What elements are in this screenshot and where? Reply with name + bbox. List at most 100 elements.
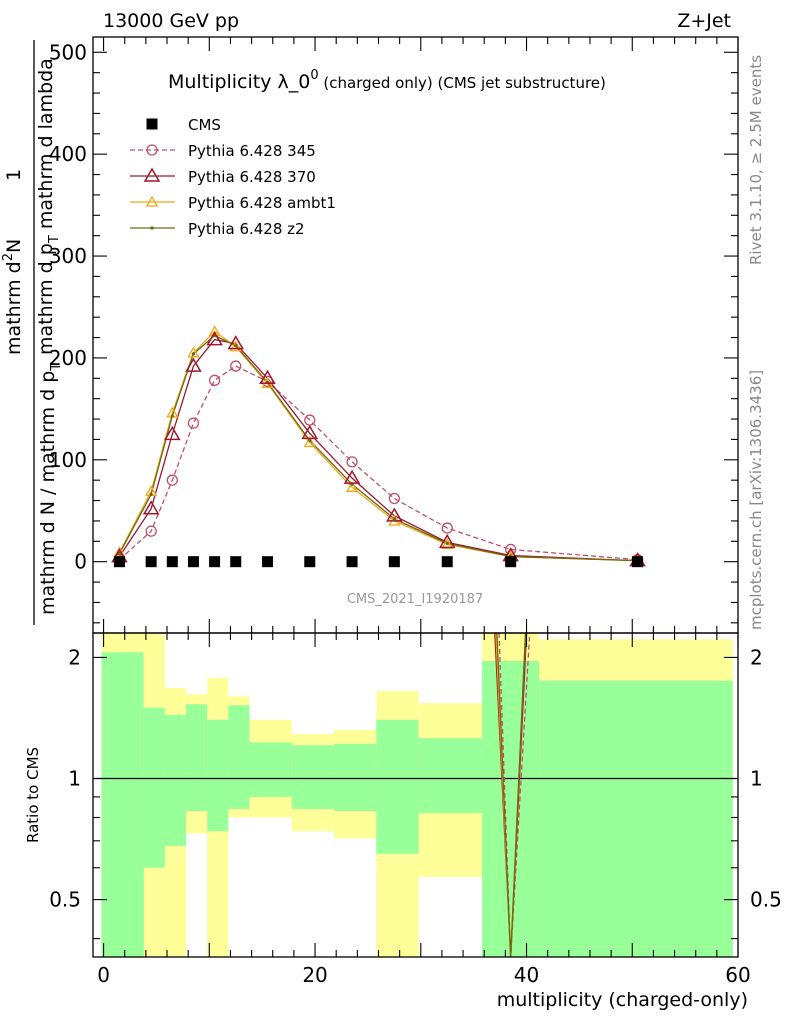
data-point-cms [166,556,178,568]
data-point-p345 [230,360,242,372]
data-point-z2 [149,492,153,497]
data-point-cms [304,556,316,568]
ratio-band-inner-low [334,778,377,812]
data-point-cms [388,556,400,568]
ratio-band-inner-low [228,778,250,809]
data-point-p370 [163,425,181,441]
data-point-p345 [505,543,517,556]
series-line-z2 [118,334,638,562]
data-point-p345 [166,474,178,486]
data-point-p345 [208,374,221,386]
ratio-band-inner-full [101,778,144,957]
legend-label-p345: Pythia 6.428 345 [188,142,316,160]
ratio-band-gap [228,817,250,957]
ratio-bands [101,633,733,957]
ratio-band-gap [418,876,483,957]
ratio-band-outer-low [228,808,250,818]
header-left: 13000 GeV pp [103,10,239,32]
ratio-band-inner-full [482,778,540,957]
ratio-band-gap [291,831,335,957]
data-point-cms [632,556,644,568]
y-label-second-den: mathrm d pT mathrm d lambda [35,58,62,355]
ratio-y-tick-label-right: 0.5 [750,888,782,912]
data-point-cms [113,556,125,568]
ratio-band-inner-low [207,778,229,832]
data-point-ambt1 [303,436,316,448]
ratio-band-outer-low [334,811,377,839]
data-point-p370 [142,500,160,515]
data-point-ambt1 [229,340,242,352]
ratio-band-inner-full [539,778,733,957]
ratio-band-outer-low [207,831,229,957]
data-point-z2 [445,541,449,545]
data-point-ambt1 [187,346,200,358]
ratio-band-gap [249,817,292,957]
side-label-mcplots-text: mcplots.cern.ch [arXiv:1306.3436] [747,370,765,630]
ratio-y-tick-label: 0.5 [49,888,81,912]
data-point-cms [230,556,242,568]
ratio-band-inner-low [143,778,165,868]
data-point-cms [441,556,453,568]
ratio-y-tick-label: 2 [68,645,81,669]
data-point-z2 [191,352,196,356]
ratio-band-inner-low [164,778,187,846]
chart-title: Multiplicity λ_00 (charged only) (CMS je… [168,68,606,93]
ratio-band-outer-low [249,796,292,818]
legend-label-cms: CMS [188,116,221,134]
legend-marker-cms [146,118,158,130]
ratio-y-label-text: Ratio to CMS [24,747,42,843]
ratio-band-outer-low [164,845,187,957]
data-point-cms [505,556,517,568]
y-label-numerator: 1 [3,169,25,181]
y-label-denominator: mathrm d N / mathrm d pT [37,363,64,615]
ratio-y-tick-label-right: 2 [750,645,763,669]
data-point-cms [346,556,358,568]
y-tick-label: 100 [49,448,87,472]
ratio-band-outer-low [376,853,419,957]
data-point-p370 [386,507,403,522]
data-point-p370 [438,533,456,549]
ratio-band-gap [186,833,208,957]
data-point-cms [187,556,199,568]
ratio-y-axis-label: Ratio to CMS [24,747,42,843]
ratio-band-gap [334,838,377,957]
y-axis-label: 1 mathrm d N / mathrm d pT mathrm d2N mathr… [1,40,64,625]
data-point-p370 [227,335,245,350]
ratio-band-inner-low [249,778,292,797]
legend-label-ambt1: Pythia 6.428 ambt1 [188,194,336,212]
ratio-band-inner-low [376,778,419,854]
data-point-p345 [187,417,200,429]
legend-marker-p345 [146,144,158,156]
x-tick-label: 60 [725,963,750,987]
ratio-band-inner-low [186,778,208,812]
x-tick-label: 40 [514,963,539,987]
data-point-z2 [170,414,174,418]
data-point-z2 [117,551,122,556]
data-point-p370 [185,357,202,372]
y-label-second: mathrm d2N [1,239,25,355]
data-point-z2 [308,438,312,443]
data-point-z2 [392,517,396,521]
ratio-band-outer-low [291,808,335,832]
data-point-p345 [388,492,401,505]
data-point-p370 [259,369,276,385]
data-point-z2 [234,344,238,348]
y-tick-label: 300 [49,244,87,268]
legend-marker-ambt1 [145,195,159,207]
ratio-band-outer-low [186,811,208,834]
legend-marker-p370 [143,167,161,182]
x-axis-label: multiplicity (charged-only) [497,989,748,1011]
y-tick-label: 0 [74,550,87,574]
x-tick-label: 20 [302,963,327,987]
header-right: Z+Jet [677,10,731,32]
data-point-ambt1 [345,480,359,492]
ratio-band-outer-low [418,813,483,877]
data-point-p345 [145,525,157,537]
data-point-cms [145,556,157,568]
data-point-p345 [441,522,453,534]
data-point-p370 [301,424,319,440]
legend-label-z2: Pythia 6.428 z2 [188,220,305,238]
data-point-p345 [346,456,358,468]
data-point-p370 [343,469,361,484]
